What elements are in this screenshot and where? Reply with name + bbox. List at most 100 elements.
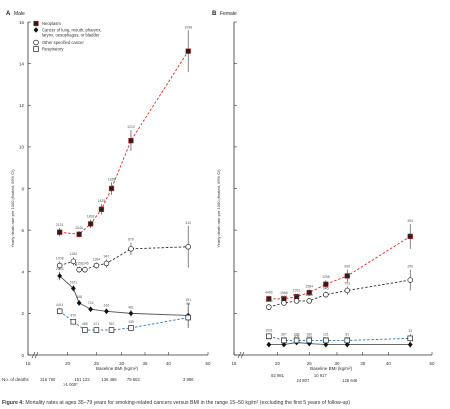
data-label: 2040 bbox=[75, 226, 83, 230]
count-label: 3 986 bbox=[183, 377, 194, 382]
y-tick-label: 2 bbox=[21, 311, 24, 316]
data-label: 1069 bbox=[305, 293, 313, 297]
count-label: 24 807 bbox=[296, 378, 309, 383]
data-point bbox=[56, 308, 63, 315]
data-point bbox=[185, 314, 191, 321]
axis-break bbox=[34, 351, 39, 359]
data-label: 1210 bbox=[127, 125, 135, 129]
data-point bbox=[344, 337, 351, 344]
data-point bbox=[87, 221, 94, 227]
data-label: 870 bbox=[71, 314, 77, 318]
data-point bbox=[88, 306, 94, 313]
data-label: 1208 bbox=[56, 256, 64, 260]
x-tick-label: 40 bbox=[166, 361, 172, 366]
data-label: 2131 bbox=[56, 223, 64, 227]
data-point bbox=[128, 310, 134, 317]
data-point bbox=[70, 258, 77, 265]
data-point bbox=[57, 229, 63, 235]
count-label: 10 917 bbox=[314, 373, 327, 378]
data-point bbox=[407, 341, 413, 348]
data-label: 2193 bbox=[56, 267, 64, 271]
data-label: 33 bbox=[408, 329, 412, 333]
data-label: 945 bbox=[323, 287, 329, 291]
data-label: 4406 bbox=[265, 291, 273, 295]
x-tick-label: 15 bbox=[25, 361, 31, 366]
data-label: 309 bbox=[294, 335, 300, 339]
count-label: 126 646 bbox=[342, 378, 358, 383]
data-label: 1425 bbox=[98, 199, 106, 203]
data-point bbox=[82, 266, 88, 273]
data-label: 352 bbox=[109, 322, 115, 326]
y-tick-label: 10 bbox=[19, 145, 25, 150]
data-point bbox=[407, 277, 413, 283]
legend-marker bbox=[33, 20, 39, 27]
data-point bbox=[323, 281, 329, 287]
x-tick-label: 15 bbox=[231, 361, 237, 366]
series-line bbox=[268, 279, 411, 308]
data-point bbox=[56, 262, 63, 269]
data-point bbox=[344, 287, 351, 294]
data-point bbox=[128, 325, 134, 331]
count-label: 79 603 bbox=[127, 377, 140, 382]
data-point bbox=[266, 296, 272, 302]
data-label: 485 bbox=[82, 322, 88, 326]
data-label: 160 bbox=[306, 332, 312, 336]
data-point bbox=[281, 300, 287, 306]
data-label: 367 bbox=[281, 332, 287, 336]
data-point bbox=[306, 289, 312, 296]
data-point bbox=[70, 318, 77, 325]
data-label: 1031 bbox=[265, 328, 273, 332]
caption-text: Mortality rates at ages 35–79 years for … bbox=[25, 400, 351, 406]
data-point bbox=[76, 266, 82, 273]
data-label: 1968 bbox=[280, 291, 288, 295]
legend-label: Cancer of lung, mouth, pharynx, larynx, o… bbox=[42, 28, 102, 38]
panel-title: Female bbox=[220, 11, 237, 17]
series-respiratory: 4411 870 485 471 352 159 93 bbox=[56, 302, 191, 333]
data-label: 1104 bbox=[293, 293, 300, 297]
series-line bbox=[59, 310, 189, 331]
data-point bbox=[323, 341, 329, 348]
data-label: 879 bbox=[128, 238, 134, 242]
axis-break bbox=[240, 351, 245, 359]
panel-label: A bbox=[6, 11, 11, 17]
x-tick-label: 30 bbox=[119, 361, 125, 366]
data-label: 354 bbox=[407, 219, 413, 223]
data-point bbox=[57, 273, 63, 279]
x-tick-label: 30 bbox=[334, 361, 340, 366]
axis-break bbox=[31, 351, 36, 359]
data-label: 4411 bbox=[56, 303, 63, 307]
data-label: 1298 bbox=[322, 275, 330, 279]
data-label: 724 bbox=[88, 301, 94, 305]
y-tick-label: 8 bbox=[21, 186, 24, 191]
y-tick-label: 12 bbox=[19, 103, 25, 108]
data-point bbox=[281, 337, 287, 344]
legend-marker bbox=[33, 46, 39, 52]
data-label: 81 bbox=[345, 332, 349, 336]
data-point bbox=[344, 341, 350, 348]
y-tick-label: 14 bbox=[19, 61, 25, 66]
data-label: 1098 bbox=[184, 25, 192, 29]
data-point bbox=[306, 298, 312, 304]
count-label: >1 000* bbox=[63, 382, 78, 387]
data-point bbox=[323, 337, 329, 344]
y-tick-label: 6 bbox=[21, 228, 24, 233]
data-label: 616 bbox=[104, 303, 110, 307]
y-axis-label: Yearly death rate per 1000 (floated, 95%… bbox=[216, 169, 221, 248]
x-tick-label: 20 bbox=[65, 361, 71, 366]
panel-label: B bbox=[212, 11, 217, 17]
data-label: 310 bbox=[185, 221, 191, 225]
series-respiratory: 1031 367 268 160 121 81 33 bbox=[265, 328, 413, 344]
data-label: 1284 bbox=[70, 252, 78, 256]
x-tick-label: 25 bbox=[307, 361, 313, 366]
data-point bbox=[306, 337, 312, 344]
caption-prefix: Figure 4: bbox=[2, 400, 26, 406]
legend-label: Neoplasm bbox=[42, 21, 61, 26]
data-point bbox=[266, 304, 272, 310]
data-label: 159 bbox=[128, 320, 134, 324]
x-tick-label: 20 bbox=[275, 361, 281, 366]
panel-b: B Female Yearly death rate per 1000 (float… bbox=[212, 11, 435, 383]
data-label: 471 bbox=[94, 322, 100, 326]
series-line bbox=[268, 235, 411, 300]
y-tick-label: 4 bbox=[21, 270, 24, 275]
